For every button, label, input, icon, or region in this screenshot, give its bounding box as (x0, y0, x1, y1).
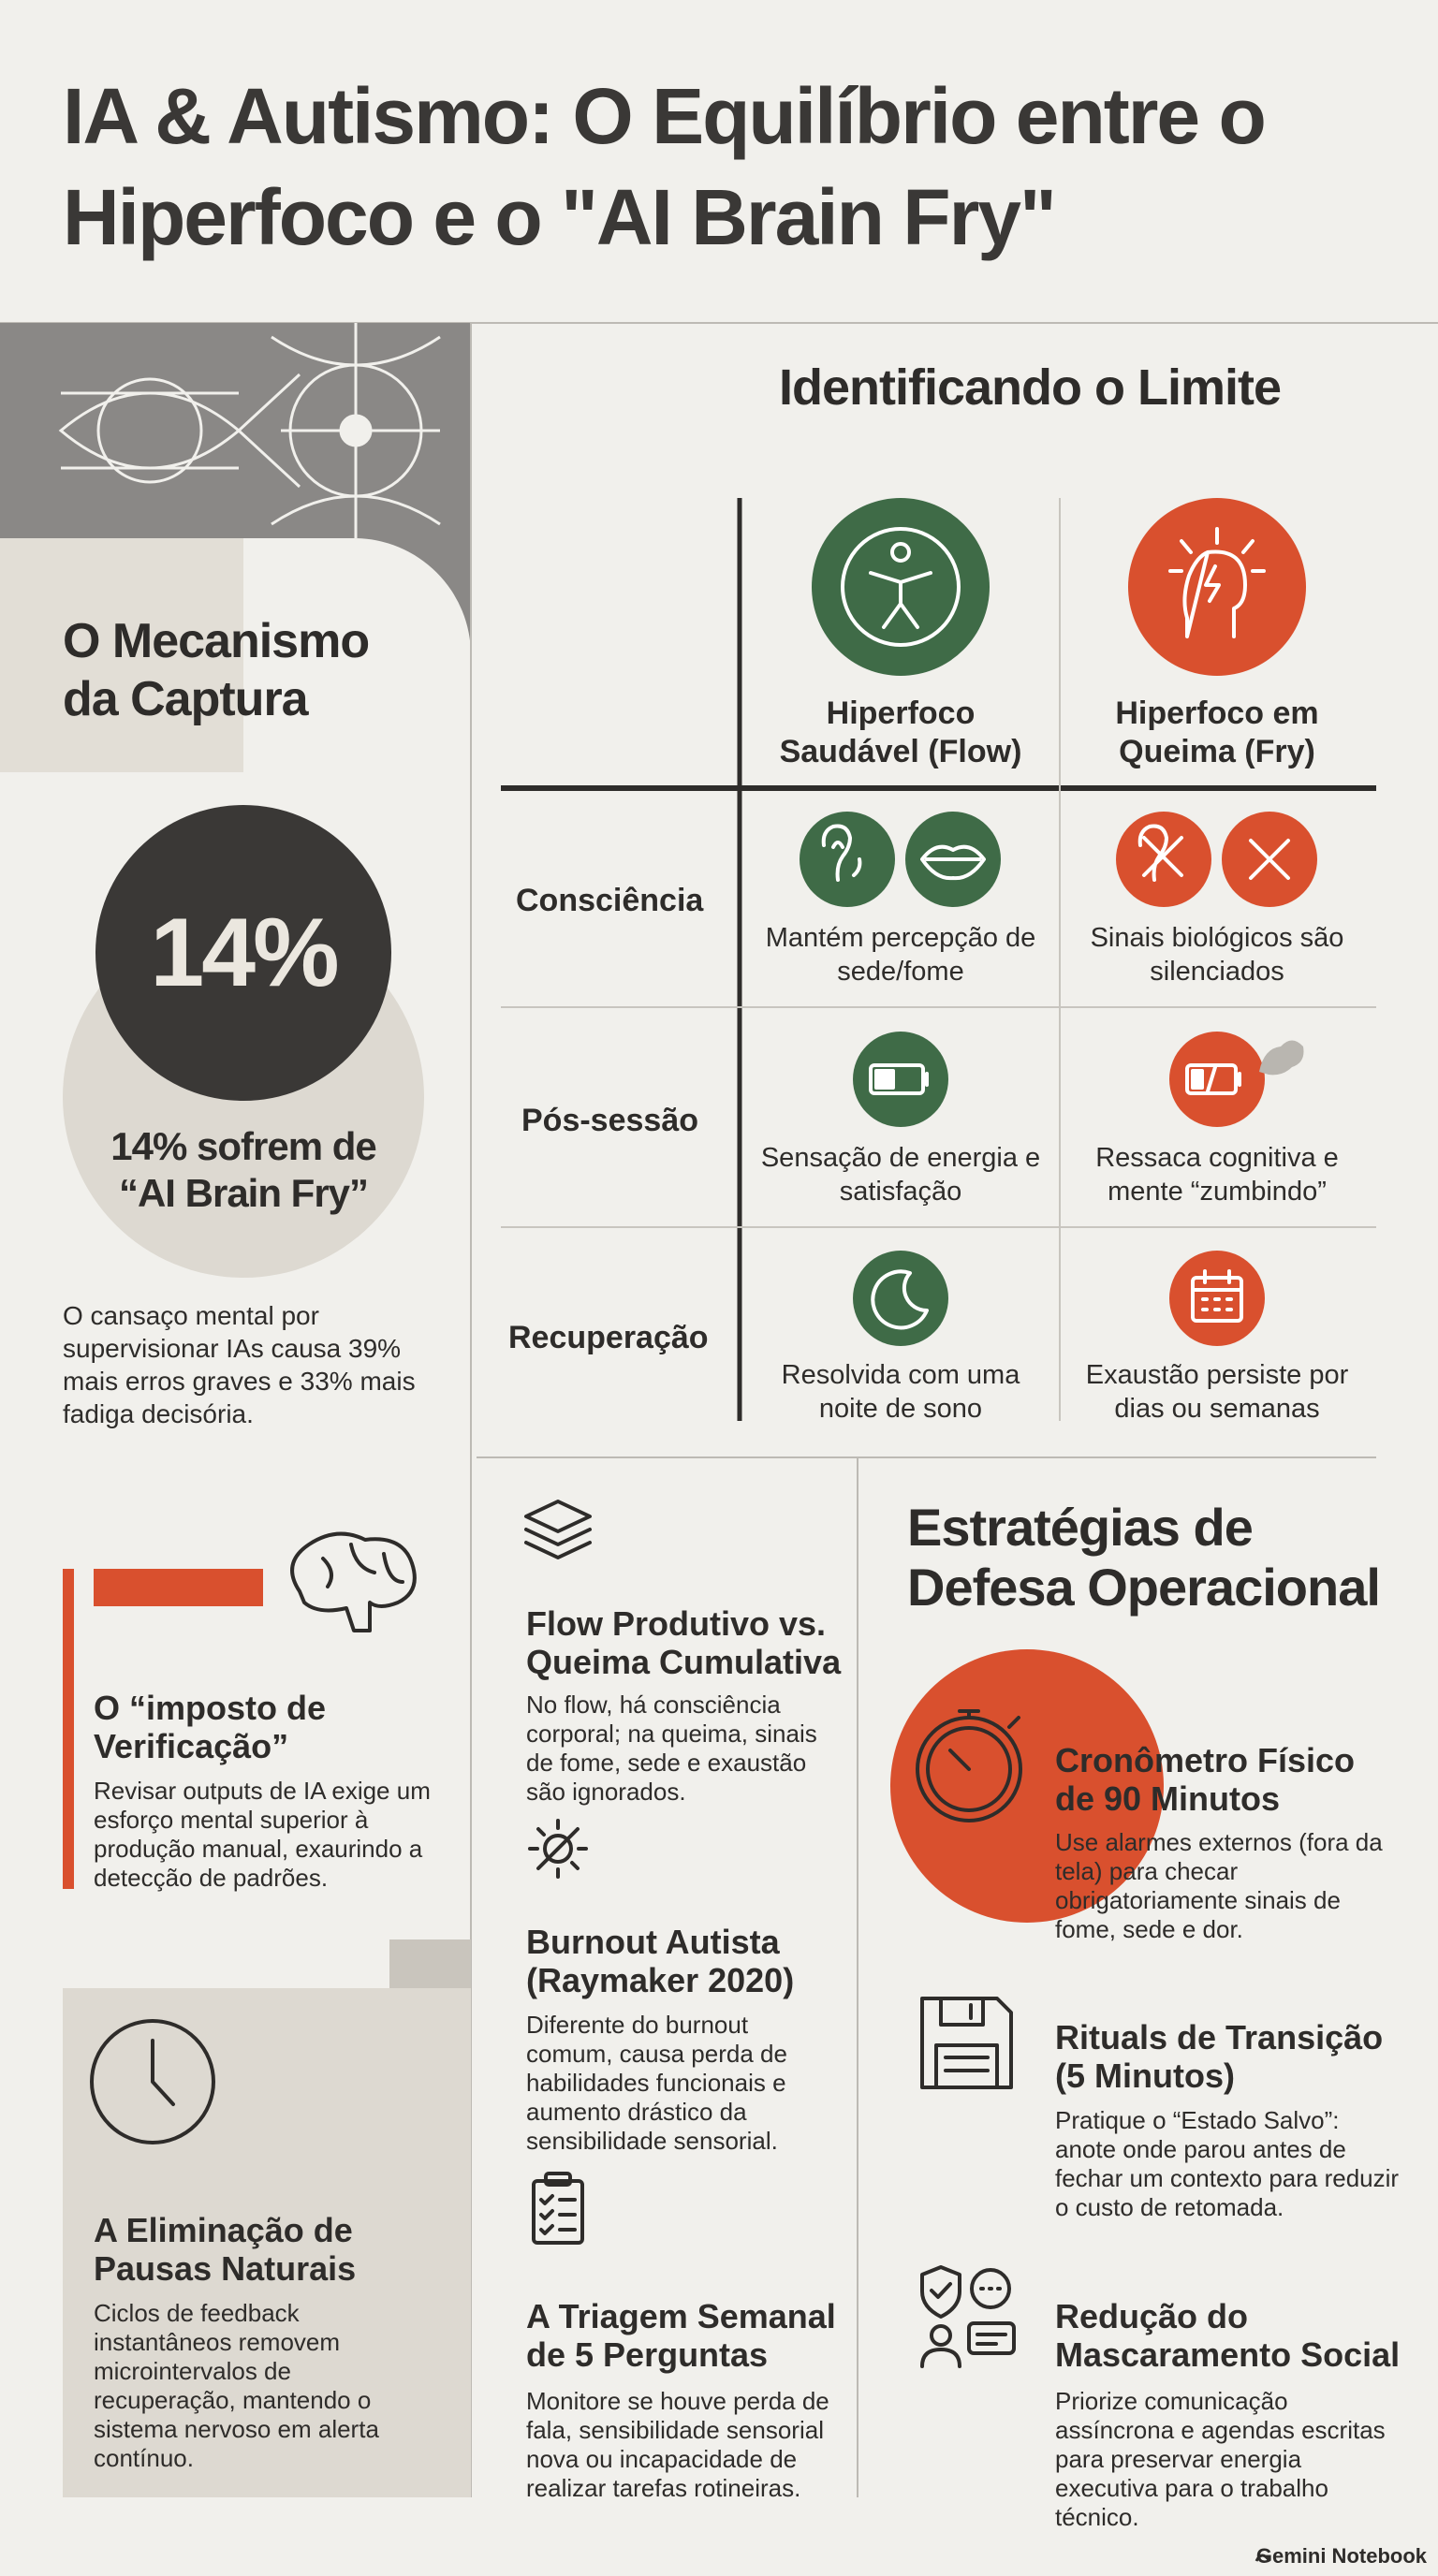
row-label: Pós-sessão (521, 1103, 698, 1138)
mechanism-heading: O Mecanismo da Captura (63, 614, 370, 726)
footer-brand: Gemini Notebook (1255, 2544, 1427, 2568)
stat-value: 14% (150, 899, 339, 1007)
fry-cell: Sinais biológicos são silenciados (1090, 923, 1344, 987)
stat-caption: 14% sofrem de “AI Brain Fry” (110, 1124, 376, 1215)
card-title: A Eliminação de Pausas Naturais (94, 2211, 357, 2288)
strategies-heading: Estratégias de Defesa Operacional (907, 1498, 1381, 1617)
fry-cell: Ressaca cognitiva e mente “zumbindo” (1095, 1143, 1339, 1207)
flow-cell: Sensação de energia e satisfação (760, 1143, 1041, 1207)
fry-cell: Exaustão persiste por dias ou semanas (1085, 1360, 1349, 1424)
card-title: O “imposto de Verificação” (94, 1689, 327, 1765)
strategy-title: Rituals de Transição (5 Minutos) (1055, 2018, 1384, 2095)
mechanism-text: O cansaço mental por supervisionar IAs c… (63, 1301, 416, 1428)
card-title: A Triagem Semanal de 5 Perguntas (526, 2297, 836, 2374)
strategy-title: Cronômetro Físico de 90 Minutos (1055, 1741, 1356, 1818)
flow-cell: Resolvida com uma noite de sono (781, 1360, 1020, 1424)
card-text: Diferente do burnout comum, causa perda … (526, 2011, 787, 2155)
card-title: Burnout Autista (Raymaker 2020) (526, 1923, 795, 1999)
strategy-text: Pratique o “Estado Salvo”: anote onde pa… (1055, 2106, 1400, 2221)
column-header: Hiperfoco em Queima (Fry) (1115, 695, 1319, 769)
row-label: Recuperação (508, 1320, 709, 1355)
strategy-text: Priorize comunicação assíncrona e agenda… (1055, 2387, 1386, 2531)
column-header: Hiperfoco Saudável (Flow) (779, 695, 1022, 769)
strategy-title: Redução do Mascaramento Social (1055, 2297, 1401, 2374)
card-text: Ciclos de feedback instantâneos removem … (94, 2299, 379, 2472)
title: IA & Autismo: O Equilíbrio entre o Hiper… (63, 72, 1267, 261)
row-label: Consciência (516, 883, 704, 918)
strategy-text: Use alarmes externos (fora da tela) para… (1055, 1828, 1383, 1943)
card-text: Monitore se houve perda de fala, sensibi… (526, 2387, 829, 2502)
table-heading: Identificando o Limite (778, 359, 1282, 416)
card-title: Flow Produtivo vs. Queima Cumulativa (526, 1604, 842, 1681)
card-text: Revisar outputs de IA exige um esforço m… (94, 1777, 431, 1892)
stat-circle (95, 805, 391, 1101)
flow-cell: Mantém percepção de sede/fome (765, 923, 1036, 987)
card-text: No flow, há consciência corporal; na que… (526, 1690, 817, 1806)
